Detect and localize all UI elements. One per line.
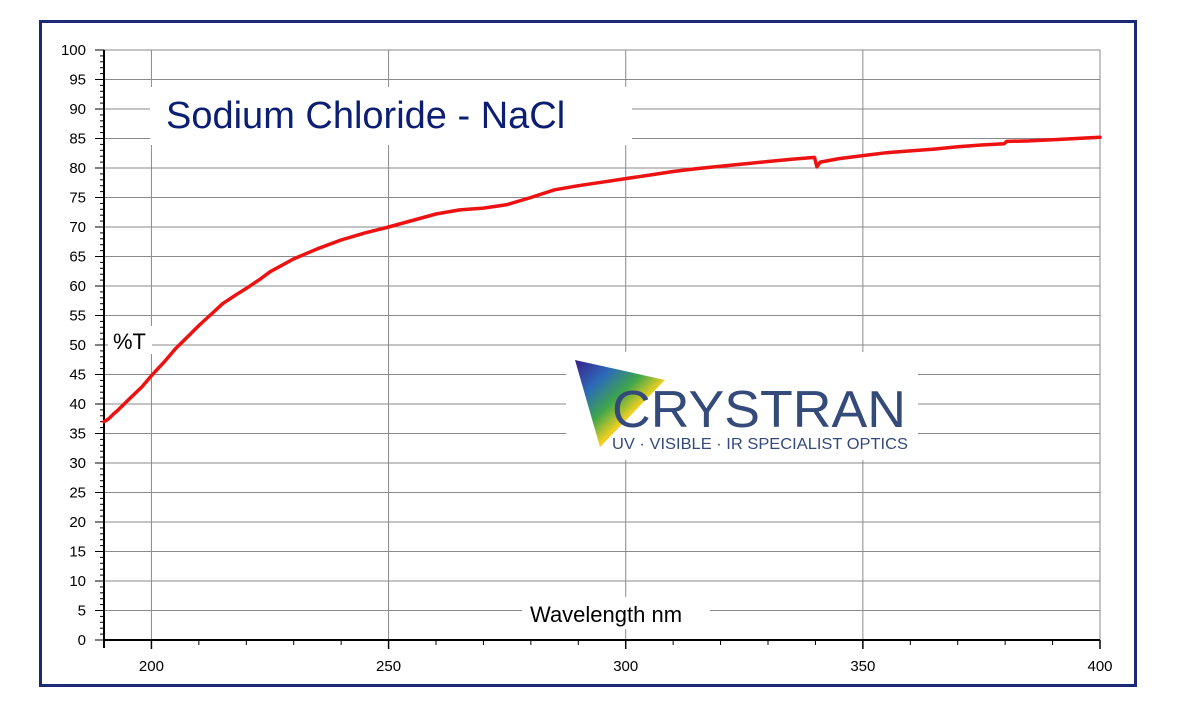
y-axis-ticks: 0 5 10 15 20 25 30 35 40 45 50 55 60 65 70 75 80 85 90 95 10… (61, 42, 104, 649)
y-tick-label-40: 40 (69, 396, 86, 413)
y-tick-label-75: 75 (69, 190, 86, 207)
prism-icon (575, 360, 665, 447)
x-tick-label-200: 200 (139, 658, 164, 675)
y-tick-label-10: 10 (69, 573, 86, 590)
y-tick-label-0: 0 (78, 632, 86, 649)
logo-wordmark: CRYSTRAN (612, 381, 906, 439)
chart-title: Sodium Chloride - NaCl (166, 95, 565, 137)
x-tick-label-350: 350 (850, 658, 875, 675)
x-axis-label: Wavelength nm (530, 602, 682, 627)
title-background (150, 87, 632, 145)
x-tick-label-300: 300 (613, 658, 638, 675)
y-axis-label: %T (113, 329, 146, 354)
xlabel-background (522, 597, 710, 629)
y-tick-label-30: 30 (69, 455, 86, 472)
y-tick-label-15: 15 (69, 544, 86, 561)
y-tick-label-20: 20 (69, 514, 86, 531)
y-tick-label-100: 100 (61, 42, 86, 59)
y-tick-label-80: 80 (69, 160, 86, 177)
logo-tagline: UV · VISIBLE · IR SPECIALIST OPTICS (612, 436, 908, 453)
x-tick-label-250: 250 (376, 658, 401, 675)
y-tick-label-95: 95 (69, 72, 86, 89)
series-line-nacl (102, 135, 1102, 424)
ylabel-background (108, 326, 152, 354)
y-tick-label-85: 85 (69, 131, 86, 148)
y-tick-label-70: 70 (69, 219, 86, 236)
crystran-logo: CRYSTRAN UV · VISIBLE · IR SPECIALIST OP… (566, 352, 918, 460)
y-tick-label-50: 50 (69, 337, 86, 354)
x-tick-label-400: 400 (1087, 658, 1112, 675)
y-tick-label-65: 65 (69, 249, 86, 266)
x-axis-ticks: 200 250 300 350 400 (139, 640, 1113, 675)
y-tick-label-25: 25 (69, 485, 86, 502)
axes (103, 50, 1100, 648)
y-tick-label-60: 60 (69, 278, 86, 295)
y-tick-label-90: 90 (69, 101, 86, 118)
y-tick-label-45: 45 (69, 367, 86, 384)
y-tick-label-5: 5 (78, 603, 86, 620)
y-tick-label-35: 35 (69, 426, 86, 443)
y-tick-label-55: 55 (69, 308, 86, 325)
